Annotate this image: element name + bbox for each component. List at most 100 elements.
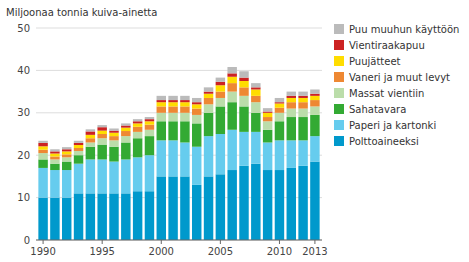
bar-segment: [298, 109, 307, 117]
bar-segment: [168, 176, 177, 240]
bar-segment: [227, 83, 236, 91]
bar-segment: [121, 159, 130, 193]
bar-segment: [227, 92, 236, 103]
chart: Miljoonaa tonnia kuiva-ainetta0102030405…: [0, 0, 469, 262]
bar-segment: [157, 96, 166, 100]
bar-segment: [263, 121, 272, 129]
bar-segment: [298, 96, 307, 98]
bar-segment: [204, 92, 213, 94]
bar-segment: [74, 164, 83, 194]
bar-segment: [97, 127, 106, 130]
bar-segment: [97, 131, 106, 134]
bar-segment: [310, 162, 319, 240]
bar-segment: [38, 150, 47, 153]
bar-segment: [50, 154, 59, 157]
bar-segment: [133, 127, 142, 132]
bar-segment: [275, 102, 284, 103]
bar-segment: [121, 126, 130, 128]
bar-segment: [275, 98, 284, 102]
x-tick-label: 2005: [208, 246, 233, 257]
bar-segment: [287, 140, 296, 168]
bar-segment: [168, 140, 177, 176]
bar-segment: [62, 170, 71, 198]
bar-segment: [287, 102, 296, 108]
y-tick-label: 30: [17, 107, 30, 118]
bar-segment: [192, 185, 201, 240]
y-tick-label: 50: [17, 23, 30, 34]
bar-segment: [86, 147, 95, 160]
legend-swatch: [334, 24, 344, 34]
bar-segment: [97, 125, 106, 127]
legend-swatch: [334, 72, 344, 82]
bar-segment: [298, 117, 307, 140]
bar-segment: [145, 125, 154, 130]
y-tick-label: 20: [17, 150, 30, 161]
bar-segment: [310, 136, 319, 161]
bar-segment: [38, 159, 47, 167]
bar-segment: [298, 140, 307, 165]
bar-segment: [62, 154, 71, 157]
bar-segment: [157, 121, 166, 140]
bar-segment: [263, 113, 272, 117]
y-tick-label: 40: [17, 65, 30, 76]
bar-segment: [121, 123, 130, 125]
bar-segment: [180, 102, 189, 106]
bar-segment: [38, 143, 47, 146]
series: [38, 162, 319, 240]
bar-segment: [50, 151, 59, 153]
bar-segment: [97, 145, 106, 160]
legend-label: Polttoaineeksi: [349, 136, 419, 147]
bar-segment: [180, 113, 189, 121]
bar-segment: [239, 78, 248, 81]
bar-segment: [239, 81, 248, 87]
bar-segment: [121, 193, 130, 240]
bar-segment: [227, 77, 236, 83]
bar-segment: [227, 130, 236, 170]
series: [38, 83, 319, 159]
bar-segment: [38, 168, 47, 198]
bar-segment: [168, 100, 177, 102]
bar-segment: [180, 96, 189, 100]
bar-segment: [50, 198, 59, 240]
bar-segment: [298, 166, 307, 240]
bar-segment: [97, 193, 106, 240]
bar-segment: [251, 83, 260, 87]
bar-segment: [287, 98, 296, 102]
bar-segment: [133, 123, 142, 126]
bar-segment: [263, 170, 272, 240]
bar-segment: [263, 112, 272, 113]
bar-segment: [251, 164, 260, 240]
bar-segment: [62, 162, 71, 170]
bar-segment: [62, 147, 71, 149]
bar-segment: [86, 193, 95, 240]
bar-segment: [62, 149, 71, 151]
bar-segment: [38, 153, 47, 159]
x-tick: [102, 240, 103, 244]
bar-segment: [50, 170, 59, 198]
bar-segment: [168, 102, 177, 106]
bar-segment: [74, 193, 83, 240]
bar-segment: [239, 106, 248, 131]
bar-segment: [251, 89, 260, 95]
bar-segment: [145, 130, 154, 136]
bar-segment: [204, 98, 213, 104]
bar-segment: [62, 151, 71, 154]
bar-segment: [180, 106, 189, 112]
bar-segment: [180, 121, 189, 142]
x-tick: [314, 240, 315, 244]
bar-segment: [109, 128, 118, 130]
bar-segment: [97, 138, 106, 144]
bar-segment: [180, 142, 189, 176]
y-tick-label: 0: [24, 235, 30, 246]
legend-swatch: [334, 88, 344, 98]
bar-segment: [38, 198, 47, 240]
bar-segment: [74, 143, 83, 145]
legend-label: Paperi ja kartonki: [349, 120, 436, 131]
bar-segment: [287, 117, 296, 140]
bar-segment: [157, 140, 166, 176]
bar-segment: [275, 121, 284, 140]
legend-label: Puujätteet: [349, 56, 401, 67]
bar-segment: [74, 148, 83, 151]
bar-segment: [227, 67, 236, 73]
bar-segment: [216, 106, 225, 134]
